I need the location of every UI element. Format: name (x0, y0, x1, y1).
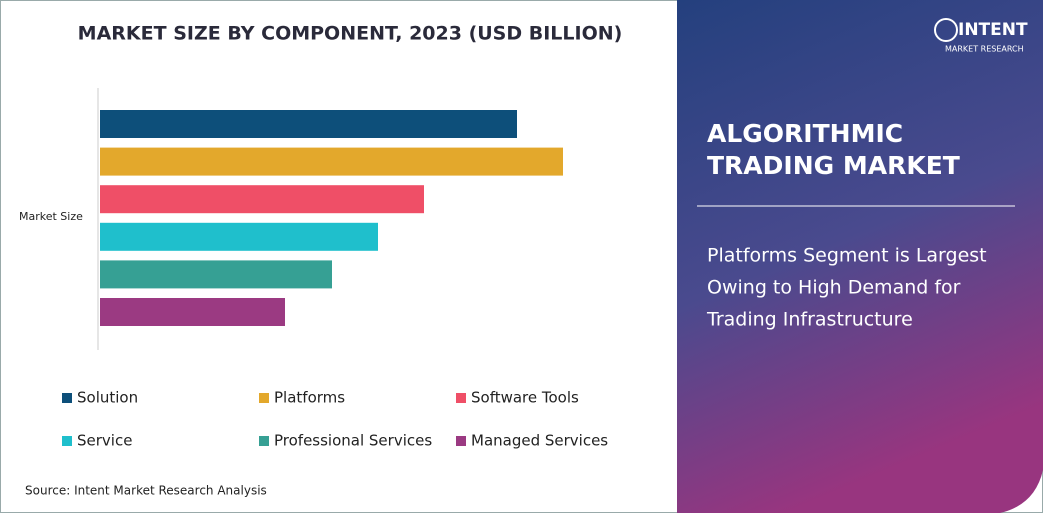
panel-title: ALGORITHMIC (707, 119, 903, 148)
panel-text: Platforms Segment is Largest (707, 245, 987, 267)
panel-text: Owing to High Demand for (707, 277, 961, 299)
legend-swatch (62, 436, 72, 446)
panel-text: Trading Infrastructure (706, 309, 913, 331)
legend-label: Service (77, 432, 132, 450)
legend-swatch (456, 393, 466, 403)
bar (100, 147, 563, 176)
bar (100, 110, 517, 138)
bar (100, 298, 285, 326)
source: Source: Intent Market Research Analysis (25, 484, 267, 498)
bar (100, 260, 332, 289)
legend-swatch (259, 393, 269, 403)
logo-name: INTENT (958, 20, 1028, 40)
legend-swatch (62, 393, 72, 403)
chart-title: MARKET SIZE BY COMPONENT, 2023 (USD BILL… (78, 23, 623, 45)
legend-label: Software Tools (471, 389, 579, 407)
category-label: Market Size (19, 210, 83, 223)
panel-title: TRADING MARKET (707, 151, 960, 180)
legend-label: Platforms (274, 389, 345, 407)
logo-tagline: MARKET RESEARCH (945, 45, 1024, 54)
legend-swatch (259, 436, 269, 446)
legend-label: Professional Services (274, 432, 432, 450)
legend-swatch (456, 436, 466, 446)
legend-label: Managed Services (471, 432, 608, 450)
bar (100, 222, 378, 251)
logo-icon (934, 18, 958, 42)
side-panel (677, 0, 1043, 513)
bar (100, 185, 424, 214)
legend-label: Solution (77, 389, 138, 407)
